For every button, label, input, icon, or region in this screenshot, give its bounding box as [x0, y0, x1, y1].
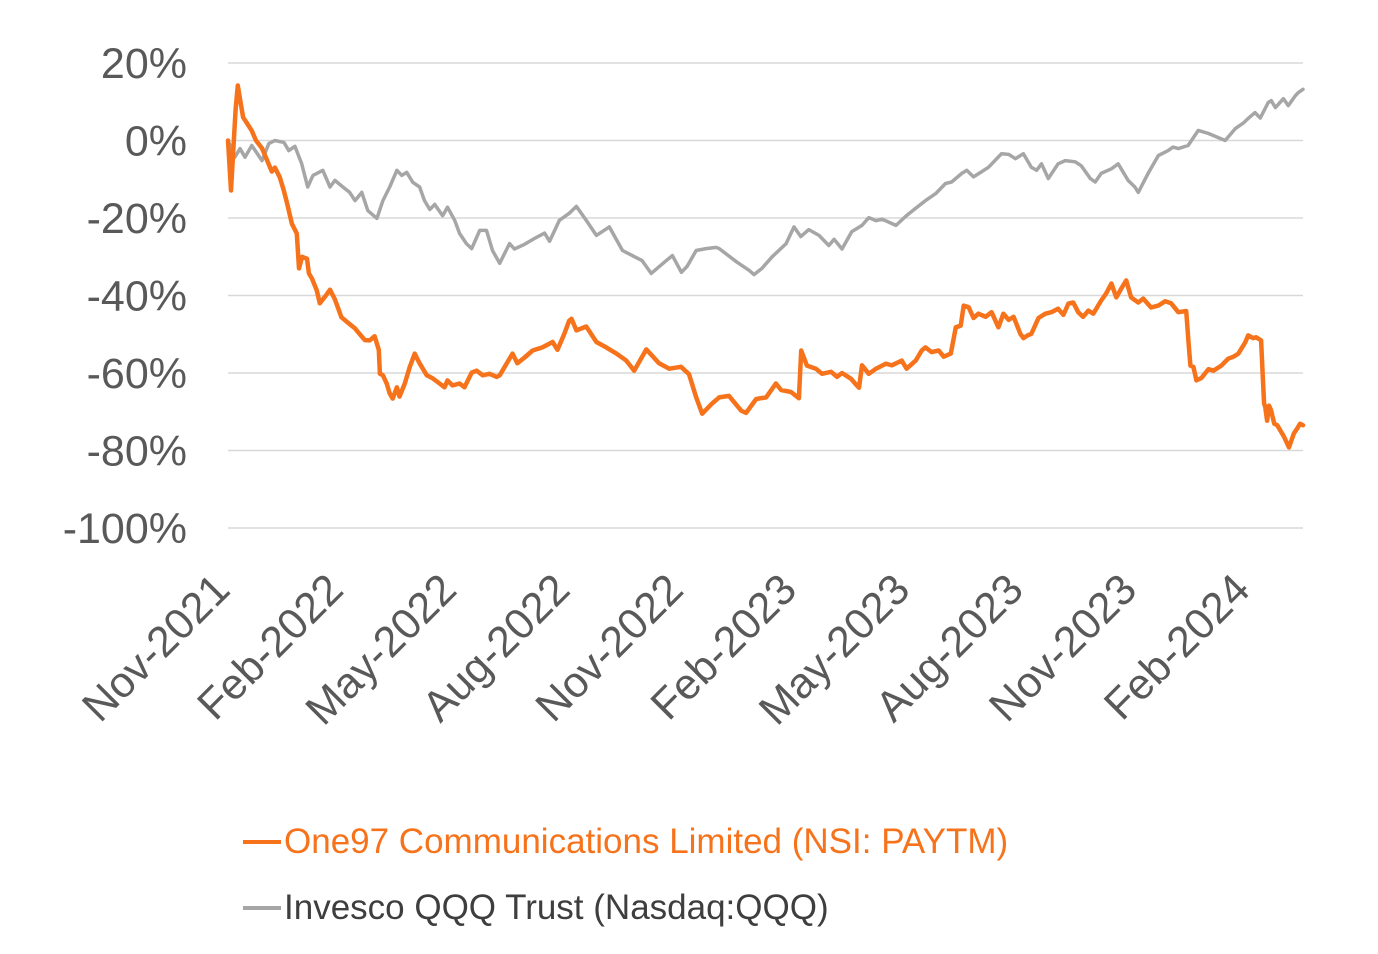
y-axis-tick-label: -80%	[87, 428, 187, 476]
legend-item-paytm: One97 Communications Limited (NSI: PAYTM…	[243, 814, 1008, 870]
legend-item-qqq: Invesco QQQ Trust (Nasdaq:QQQ)	[243, 880, 1008, 936]
legend: One97 Communications Limited (NSI: PAYTM…	[243, 814, 1008, 946]
series-line	[225, 83, 1306, 450]
y-axis-tick-label: -60%	[87, 350, 187, 398]
qqq-series-marker-icon	[243, 906, 281, 910]
y-axis-tick-label: 20%	[101, 40, 187, 88]
y-axis-tick-label: -20%	[87, 195, 187, 243]
paytm-series-label: One97 Communications Limited (NSI: PAYTM…	[284, 822, 1009, 861]
y-axis-tick-label: -40%	[87, 273, 187, 321]
series-line	[226, 87, 1305, 277]
y-axis-tick-label: -100%	[63, 505, 187, 553]
qqq-series-label: Invesco QQQ Trust (Nasdaq:QQQ)	[284, 888, 829, 927]
y-axis-tick-label: 0%	[125, 118, 187, 166]
paytm-series-marker-icon	[243, 840, 281, 844]
